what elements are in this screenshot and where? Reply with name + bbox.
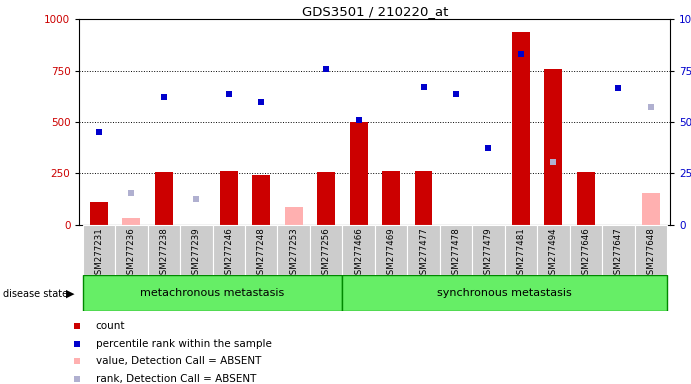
FancyBboxPatch shape xyxy=(407,225,439,275)
Text: GSM277648: GSM277648 xyxy=(646,227,655,280)
FancyBboxPatch shape xyxy=(375,225,407,275)
Text: GSM277238: GSM277238 xyxy=(160,227,169,280)
Text: percentile rank within the sample: percentile rank within the sample xyxy=(95,339,272,349)
Bar xyxy=(90,202,108,225)
Bar xyxy=(252,175,270,225)
Bar xyxy=(642,193,660,225)
Text: value, Detection Call = ABSENT: value, Detection Call = ABSENT xyxy=(95,356,261,366)
Text: GSM277469: GSM277469 xyxy=(386,227,396,280)
Text: GSM277466: GSM277466 xyxy=(354,227,363,280)
FancyBboxPatch shape xyxy=(472,225,504,275)
Bar xyxy=(317,172,335,225)
Text: GSM277481: GSM277481 xyxy=(516,227,525,280)
Bar xyxy=(512,31,530,225)
Text: GSM277647: GSM277647 xyxy=(614,227,623,280)
Text: GSM277236: GSM277236 xyxy=(127,227,136,280)
FancyBboxPatch shape xyxy=(504,225,537,275)
Text: disease state: disease state xyxy=(3,289,68,299)
Bar xyxy=(577,172,595,225)
FancyBboxPatch shape xyxy=(343,275,667,311)
FancyBboxPatch shape xyxy=(602,225,634,275)
FancyBboxPatch shape xyxy=(213,225,245,275)
FancyBboxPatch shape xyxy=(148,225,180,275)
FancyBboxPatch shape xyxy=(569,225,602,275)
Text: GSM277256: GSM277256 xyxy=(322,227,331,280)
Text: count: count xyxy=(95,321,125,331)
Bar xyxy=(415,171,433,225)
FancyBboxPatch shape xyxy=(537,225,569,275)
Text: GSM277478: GSM277478 xyxy=(451,227,460,280)
Text: GSM277231: GSM277231 xyxy=(95,227,104,280)
Title: GDS3501 / 210220_at: GDS3501 / 210220_at xyxy=(302,5,448,18)
Text: GSM277477: GSM277477 xyxy=(419,227,428,280)
Text: GSM277248: GSM277248 xyxy=(257,227,266,280)
Bar xyxy=(220,171,238,225)
Bar xyxy=(382,171,400,225)
Text: synchronous metastasis: synchronous metastasis xyxy=(437,288,572,298)
Bar xyxy=(122,218,140,225)
FancyBboxPatch shape xyxy=(343,225,375,275)
Bar xyxy=(545,68,562,225)
Text: GSM277494: GSM277494 xyxy=(549,227,558,280)
Text: rank, Detection Call = ABSENT: rank, Detection Call = ABSENT xyxy=(95,374,256,384)
FancyBboxPatch shape xyxy=(115,225,148,275)
Text: ▶: ▶ xyxy=(66,289,75,299)
Bar xyxy=(350,122,368,225)
FancyBboxPatch shape xyxy=(278,225,310,275)
FancyBboxPatch shape xyxy=(439,225,472,275)
FancyBboxPatch shape xyxy=(634,225,667,275)
Text: GSM277246: GSM277246 xyxy=(225,227,234,280)
Text: GSM277239: GSM277239 xyxy=(192,227,201,280)
Bar xyxy=(285,207,303,225)
Bar xyxy=(155,172,173,225)
Text: GSM277646: GSM277646 xyxy=(581,227,590,280)
FancyBboxPatch shape xyxy=(180,225,213,275)
Text: GSM277479: GSM277479 xyxy=(484,227,493,280)
Text: metachronous metastasis: metachronous metastasis xyxy=(140,288,285,298)
FancyBboxPatch shape xyxy=(310,225,343,275)
FancyBboxPatch shape xyxy=(83,225,115,275)
FancyBboxPatch shape xyxy=(83,275,343,311)
FancyBboxPatch shape xyxy=(245,225,278,275)
Text: GSM277253: GSM277253 xyxy=(290,227,299,280)
